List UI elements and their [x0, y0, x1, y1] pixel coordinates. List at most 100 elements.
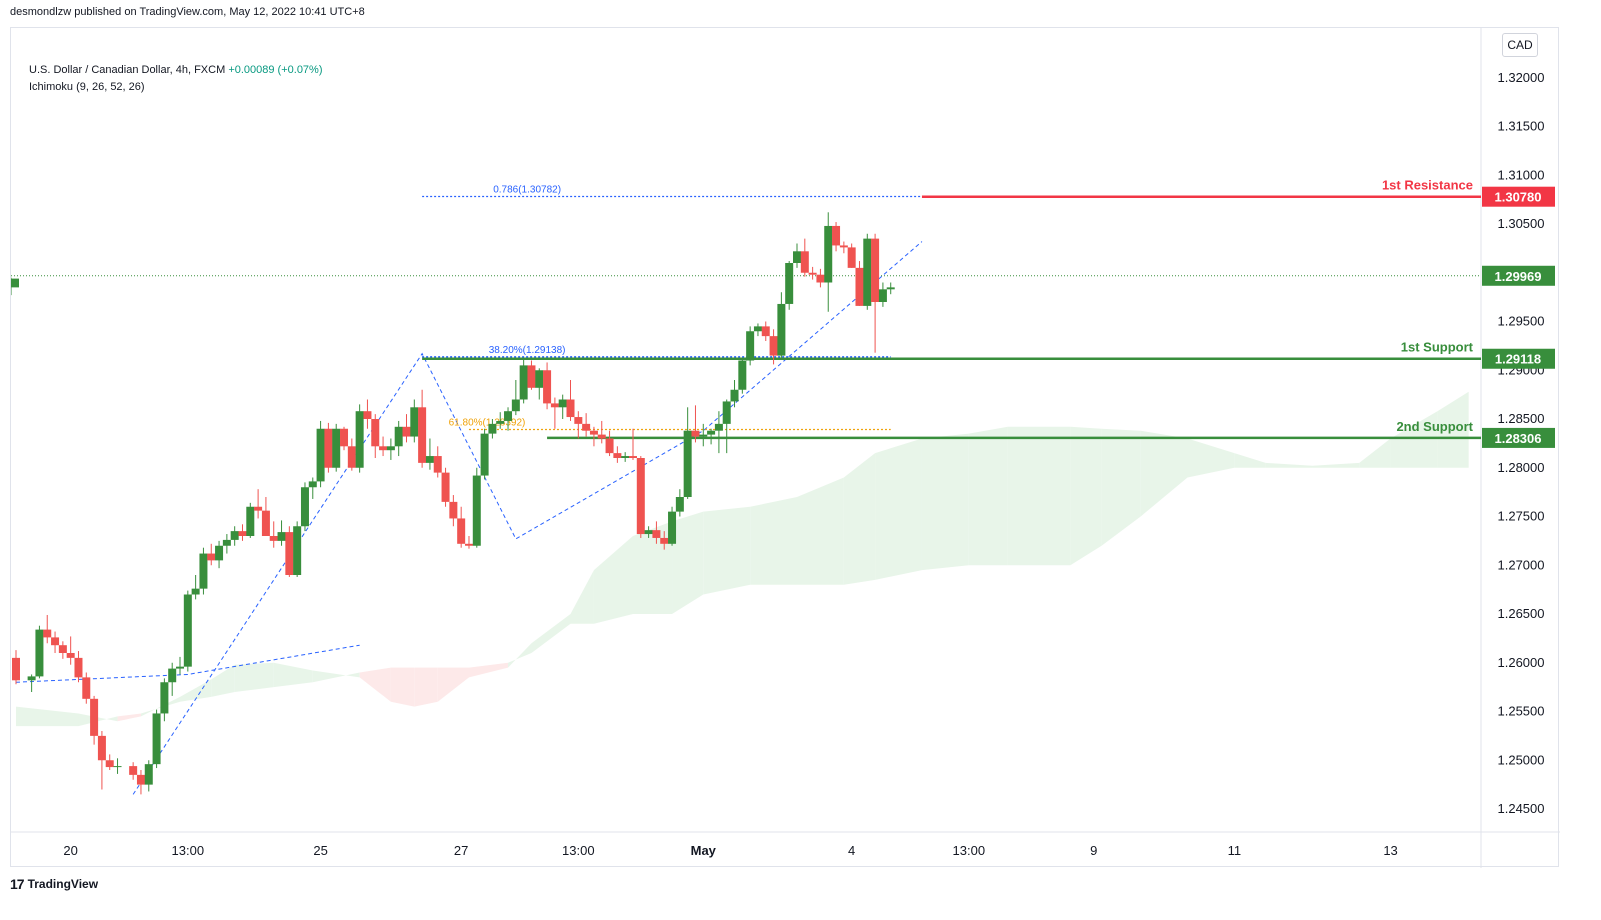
price-axis-tick: 1.24500	[1498, 801, 1545, 816]
candle-body	[355, 411, 364, 468]
candle-body	[863, 238, 872, 306]
candle-bullish	[683, 407, 692, 499]
candle-bullish	[222, 534, 231, 554]
candle-bearish	[449, 495, 458, 527]
candle-body	[480, 433, 489, 476]
chart-legend: U.S. Dollar / Canadian Dollar, 4h, FXCM …	[29, 62, 323, 96]
candle-body	[472, 475, 481, 546]
candle-body	[425, 456, 434, 463]
candle-bearish	[433, 446, 442, 478]
candle-bearish	[66, 636, 75, 665]
chart-canvas[interactable]: 0.786(1.30782) 38.20%(1.29138) 61.80%(1.28…	[11, 28, 1560, 868]
candle-body	[277, 532, 286, 541]
price-axis-tick: 1.31000	[1498, 167, 1545, 182]
cloud-segment	[211, 664, 235, 697]
candle-body	[35, 629, 44, 677]
price-axis-tick: 1.26000	[1498, 655, 1545, 670]
candle-body	[269, 536, 278, 541]
candle-body	[136, 774, 145, 785]
candle-body	[675, 497, 684, 512]
candle-bullish	[730, 380, 739, 408]
candle-body	[832, 225, 841, 246]
footer-brand[interactable]: 17 TradingView	[10, 876, 98, 892]
candle-bullish	[27, 674, 36, 692]
candle-body	[183, 594, 192, 667]
cloud-segment	[180, 679, 212, 702]
time-axis[interactable]: 20 13:00 25 27 13:00 May 4 13:00 9 11 13	[63, 843, 1397, 858]
published-header: desmondlzw published on TradingView.com,…	[10, 6, 365, 18]
candle-bullish	[511, 380, 520, 416]
legend-indicator[interactable]: Ichimoku (9, 26, 52, 26)	[29, 81, 145, 93]
candle-bearish	[566, 380, 575, 421]
cloud-segment	[703, 506, 751, 595]
candle-body	[97, 735, 106, 761]
candle-bearish	[769, 329, 778, 365]
candle-bearish	[832, 222, 841, 252]
candle-bullish	[878, 282, 887, 307]
candle-bearish	[238, 524, 247, 541]
chart-frame[interactable]: 0.786(1.30782) 38.20%(1.29138) 61.80%(1.28…	[10, 27, 1560, 868]
candle-body	[449, 501, 458, 519]
price-axis[interactable]: 1.24500 1.25000 1.25500 1.26000 1.26500 1.270…	[1498, 70, 1545, 816]
candle-body	[74, 657, 83, 678]
candle-bearish	[43, 614, 52, 644]
candle-body	[464, 543, 473, 546]
candle-body	[308, 481, 317, 488]
trend-lines	[15, 241, 923, 795]
price-tag-box	[1482, 427, 1555, 448]
cloud-segment	[468, 662, 509, 678]
candle-bearish	[652, 521, 661, 544]
candle-bearish	[90, 695, 99, 745]
candle-body	[144, 764, 153, 785]
fib-level-label: 38.20%(1.29138)	[489, 345, 566, 356]
cloud-segment	[1007, 426, 1071, 566]
candle-bullish	[558, 394, 567, 419]
candle-body	[11, 278, 19, 288]
candle-body	[332, 428, 341, 468]
candle-body	[300, 487, 309, 527]
candle-bearish	[660, 531, 669, 550]
currency-button[interactable]: CAD	[1502, 33, 1538, 57]
price-axis-tick: 1.27000	[1498, 557, 1545, 572]
time-axis-tick: 11	[1228, 843, 1242, 858]
candle-body	[340, 428, 349, 447]
candle-body	[433, 456, 442, 473]
price-axis-tick: 1.32000	[1498, 70, 1545, 85]
price-tag-value: 1.30780	[1495, 190, 1542, 205]
candle-bullish	[496, 412, 505, 429]
candle-body	[51, 637, 60, 646]
candle-bearish	[550, 397, 559, 429]
candle-body	[683, 430, 692, 497]
price-tag-box	[1482, 186, 1555, 207]
candle-bullish	[386, 438, 395, 460]
candle-bullish	[183, 590, 192, 672]
candle-bullish	[230, 526, 239, 546]
candle-bearish	[636, 456, 645, 538]
candle-bearish	[582, 413, 591, 437]
candle-bullish	[316, 420, 325, 488]
candle-body	[722, 401, 731, 424]
candle-bearish	[254, 489, 263, 519]
cloud-segment	[359, 667, 391, 702]
candle-body	[738, 360, 747, 390]
price-axis-tick: 1.27500	[1498, 509, 1545, 524]
price-axis-tick: 1.29500	[1498, 314, 1545, 329]
candle-body	[707, 430, 716, 435]
cloud-segment	[843, 453, 876, 585]
candle-body	[191, 588, 200, 595]
candle-bearish	[816, 268, 825, 288]
candle-body	[394, 426, 403, 447]
candle-body	[691, 430, 700, 437]
candle-bearish	[527, 360, 536, 390]
price-axis-tick: 1.26500	[1498, 606, 1545, 621]
time-axis-tick: 9	[1090, 843, 1097, 858]
candle-bearish	[207, 543, 216, 566]
candle-bullish	[824, 212, 833, 312]
candle-bearish	[74, 651, 83, 683]
candle-bearish	[269, 521, 278, 548]
candle-body	[168, 668, 177, 683]
candle-body	[816, 274, 825, 283]
cloud-segment	[570, 570, 594, 624]
price-axis-tick: 1.25500	[1498, 704, 1545, 719]
cloud-segment	[672, 511, 704, 614]
